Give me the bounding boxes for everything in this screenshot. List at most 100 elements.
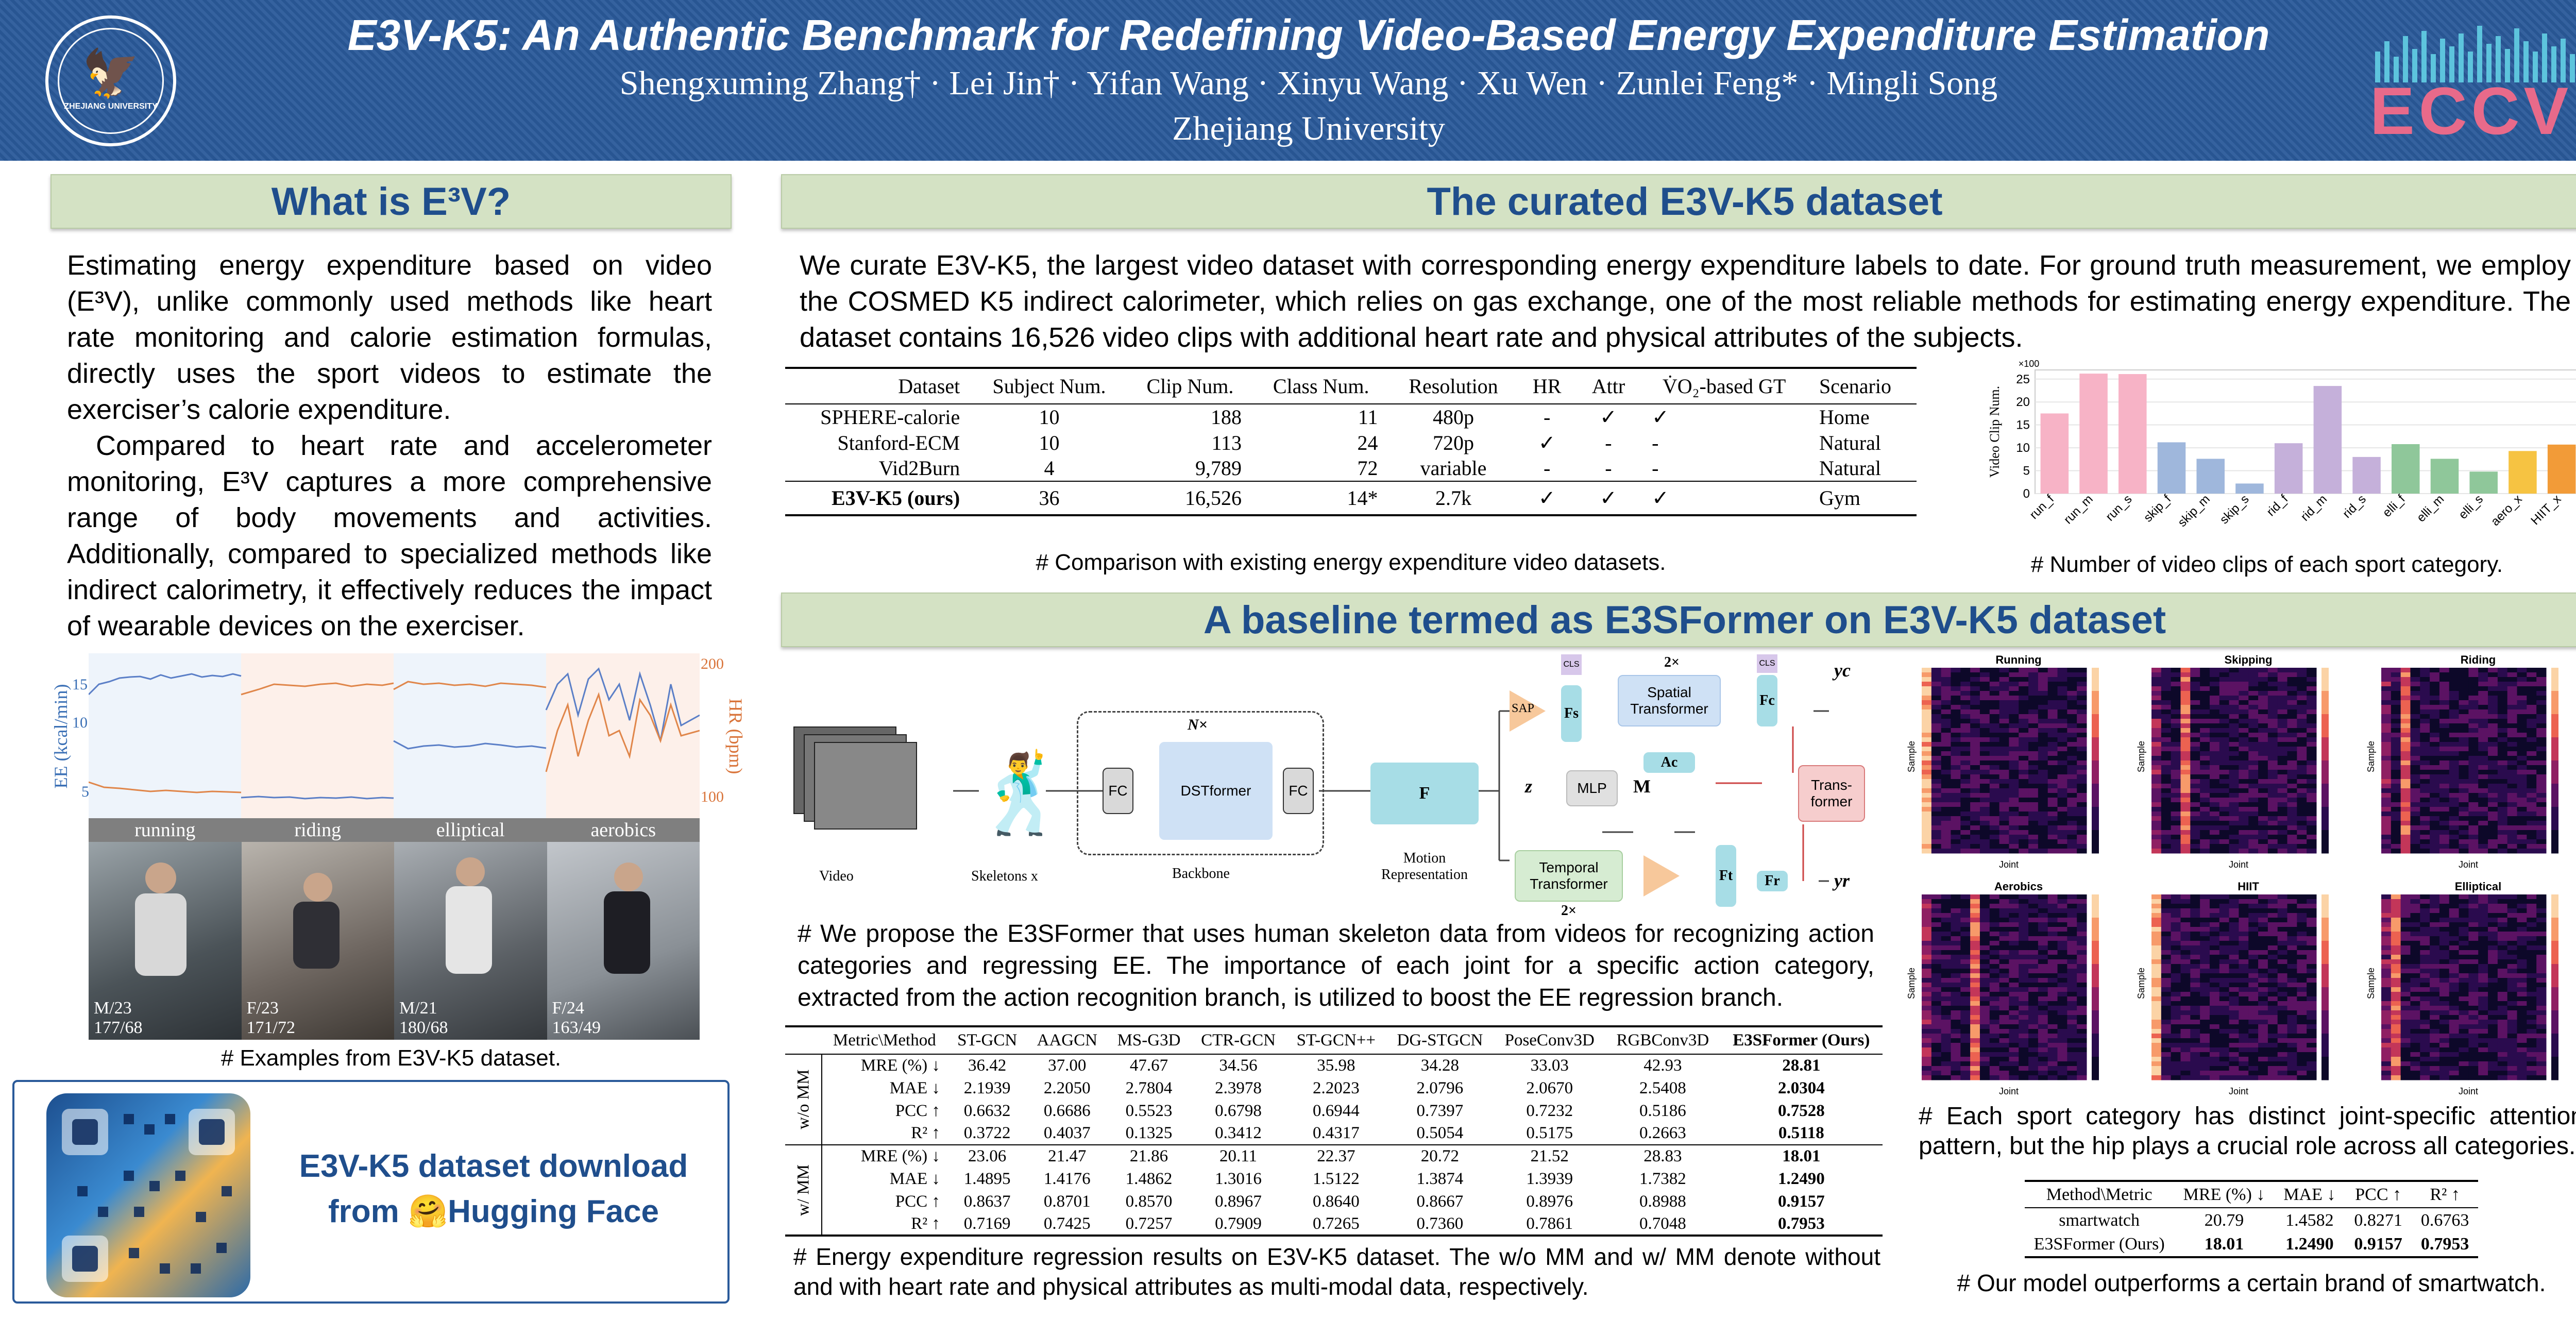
comparison-table: Dataset Subject Num. Clip Num. Class Num… (785, 367, 1917, 516)
results-table-wrapper: Metric\Method ST-GCN AAGCN MS-G3D CTR-GC… (785, 1025, 1883, 1237)
table-cell: 0.7169 (963, 1214, 1011, 1233)
diagram-label-sap: SAP (1512, 702, 1535, 715)
table-header: Resolution (1409, 375, 1498, 398)
output-yc: yc (1834, 660, 1851, 681)
bar (2469, 471, 2498, 494)
table-row: PCC ↑ 0.8637 0.8701 0.8570 0.8967 0.8640 0.866… (785, 1190, 1883, 1213)
heatmap-ylabel: Sample (2366, 967, 2377, 1000)
table-cell: 0.8701 (1043, 1192, 1091, 1211)
table-cell: 1.4862 (1125, 1169, 1173, 1188)
table-header: MS-G3D (1117, 1031, 1181, 1050)
table-cell: 1.2490 (1777, 1169, 1825, 1188)
heatmap-ylabel: Sample (1906, 740, 1917, 773)
bar (2235, 483, 2264, 494)
x-tick-label: elli_s (2456, 492, 2486, 522)
x-tick-label: run_s (2103, 492, 2135, 524)
table-cell: 42.93 (1643, 1056, 1682, 1075)
table-header: Dataset (898, 375, 960, 398)
section-heading-dataset: The curated E3V-K5 dataset (781, 174, 2576, 229)
table-header: Class Num. (1273, 375, 1369, 398)
table-cell: 0.7257 (1125, 1214, 1173, 1233)
table-cell: 34.56 (1219, 1056, 1258, 1075)
heatmap-xlabel: Joint (2229, 1086, 2249, 1096)
diagram-label-nx: N× (1188, 716, 1208, 733)
table-header: V̇O₂-based GT (1662, 375, 1786, 398)
y-tick-label: 20 (2016, 395, 2030, 409)
table-row: smartwatch 20.79 1.4582 0.8271 0.6763 (2059, 1210, 2469, 1230)
photo-elliptical: M/21 180/68 (394, 842, 547, 1040)
fc-out-block: Fc (1757, 675, 1777, 726)
subject-info: M/21 180/68 (399, 999, 448, 1037)
table-cell: 2.0304 (1777, 1078, 1825, 1097)
ac-block: Ac (1643, 752, 1695, 773)
sap-block-bottom (1643, 855, 1680, 897)
diagram-label-backbone: Backbone (1172, 866, 1230, 882)
intro-paragraph-1: Estimating energy expenditure based on v… (67, 250, 712, 425)
bar (2274, 443, 2303, 494)
subject-info: F/24 163/49 (552, 999, 601, 1037)
table-cell: 2.2050 (1043, 1078, 1091, 1097)
bar (2119, 374, 2147, 494)
heatmap-title: Riding (2460, 653, 2496, 666)
table-cell: 0.3412 (1215, 1124, 1262, 1142)
table-cell: 0.8570 (1125, 1192, 1173, 1211)
table-row: E3SFormer (Ours) 18.01 1.2490 0.9157 0.7953 (2033, 1235, 2469, 1254)
y-tick-label: 10 (2016, 441, 2030, 455)
fc-block: FC (1103, 768, 1133, 814)
results-caption: # Energy expenditure regression results … (793, 1243, 1880, 1300)
table-header: AAGCN (1037, 1031, 1097, 1050)
table-row: E3V-K5 (ours) 36 16,526 14* 2.7k ✓ ✓ ✓ Gym (831, 486, 1861, 510)
diagram-label-2x-bottom: 2× (1561, 903, 1577, 919)
heatmap-grid (1922, 668, 2099, 854)
baseline-description: # We propose the E3SFormer that uses hum… (798, 920, 1874, 1011)
table-cell: 18.01 (1782, 1147, 1821, 1165)
table-cell: 0.6798 (1215, 1101, 1262, 1120)
mlp-block: MLP (1566, 770, 1618, 806)
example-caption: # Examples from E3V-K5 dataset. (221, 1045, 562, 1071)
table-row: w/o MM MRE (%) ↓ 36.42 37.00 47.67 34.56 35.98… (785, 1054, 1883, 1145)
ee-axis-label: EE (kcal/min) (50, 684, 71, 789)
x-tick-label: rid_s (2340, 492, 2369, 521)
table-cell: 33.03 (1530, 1056, 1569, 1075)
download-link-text[interactable]: E3V-K5 dataset download from 🤗Hugging Fa… (272, 1144, 715, 1235)
table-cell: 2.0796 (1416, 1078, 1464, 1097)
heatmap-xlabel: Joint (1999, 859, 2019, 870)
bar (2040, 413, 2069, 494)
photo-aerobics: F/24 163/49 (547, 842, 700, 1040)
table-cell: 2.0670 (1526, 1078, 1573, 1097)
table-cell: 0.8667 (1416, 1192, 1464, 1211)
table-row: SPHERE-calorie 10 188 11 480p - ✓ ✓ Home (820, 405, 1870, 429)
output-yr: yr (1834, 870, 1850, 891)
attention-heatmaps: Running Joint Sample Skipping Joint Sample Rid… (1906, 653, 2576, 1117)
comparison-table-caption: # Comparison with existing energy expend… (1036, 550, 1666, 575)
table-cell: 1.5122 (1312, 1169, 1360, 1188)
ee-tick: 5 (81, 783, 89, 800)
photo-running: M/23 177/68 (89, 842, 242, 1040)
x-tick-label: run_m (2061, 492, 2096, 527)
table-cell: 2.1939 (963, 1078, 1011, 1097)
metric-label: R² ↑ (911, 1124, 940, 1142)
temporal-transformer-block: Temporal Transformer (1515, 850, 1623, 902)
motion-block: F (1370, 763, 1479, 824)
heatmap-grid (2381, 894, 2558, 1080)
table-cell: 0.9157 (1777, 1192, 1825, 1211)
fs-block: Fs (1561, 685, 1582, 742)
table-cell: 0.8988 (1639, 1192, 1686, 1211)
heatmap-grid (2151, 894, 2329, 1080)
table-header: Scenario (1819, 375, 1891, 398)
qr-code[interactable] (46, 1093, 250, 1297)
bar (2547, 444, 2576, 494)
table-row: w/ MM MRE (%) ↓ 23.06 21.47 21.86 20.11 22.37 2… (785, 1145, 1883, 1236)
table-cell: 21.47 (1048, 1147, 1087, 1165)
poster-title: E3V-K5: An Authentic Benchmark for Redef… (347, 11, 2270, 59)
table-cell: 0.7909 (1215, 1214, 1262, 1233)
heatmap-panel: Running Joint Sample (1906, 653, 2131, 875)
heatmap-title: Skipping (2224, 653, 2273, 666)
table-cell: 0.5175 (1526, 1124, 1573, 1142)
download-box[interactable]: E3V-K5 dataset download from 🤗Hugging Fa… (12, 1080, 730, 1304)
ee-tick: 15 (72, 676, 88, 693)
x-tick-label: aero_x (2488, 492, 2525, 529)
table-cell: 23.06 (968, 1147, 1007, 1165)
download-line-2: from 🤗Hugging Face (328, 1194, 659, 1229)
architecture-diagram: Video 🕺 Skeletons x N× FC DSTformer FC B… (788, 654, 1880, 922)
